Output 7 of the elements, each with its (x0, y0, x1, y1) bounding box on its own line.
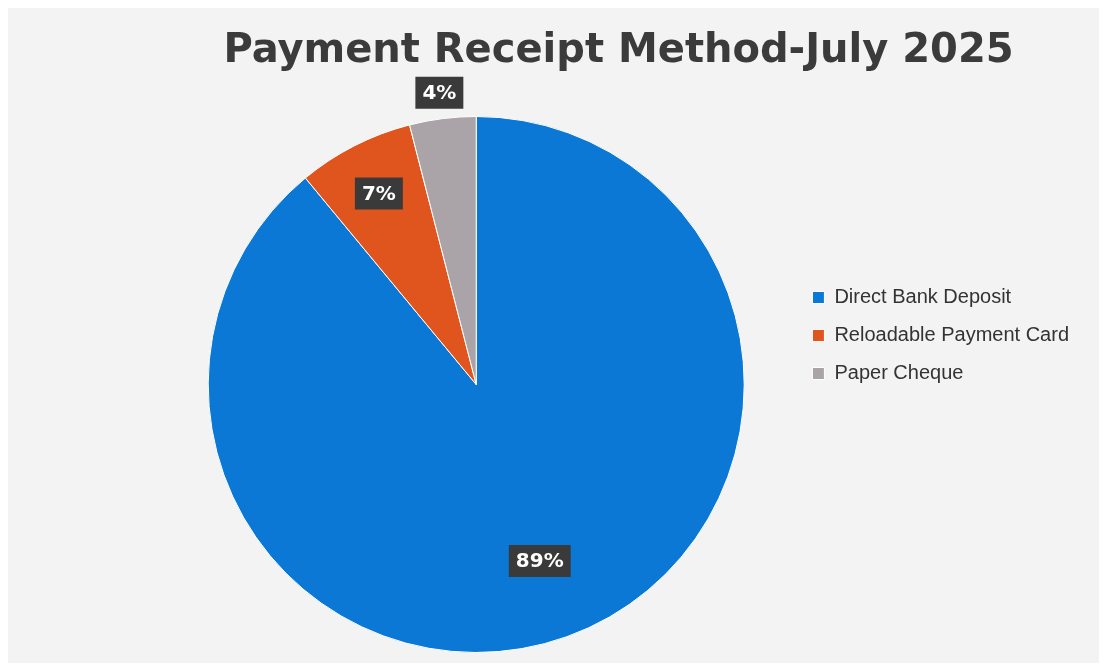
data-label: 89% (515, 548, 564, 573)
data-label: 4% (422, 80, 457, 105)
legend-label: Paper Cheque (834, 361, 964, 384)
chart-title: Payment Receipt Method-July 2025 (223, 25, 1014, 72)
legend-label: Direct Bank Deposit (834, 285, 1012, 308)
legend-label: Reloadable Payment Card (834, 323, 1070, 346)
data-label: 7% (361, 180, 396, 205)
